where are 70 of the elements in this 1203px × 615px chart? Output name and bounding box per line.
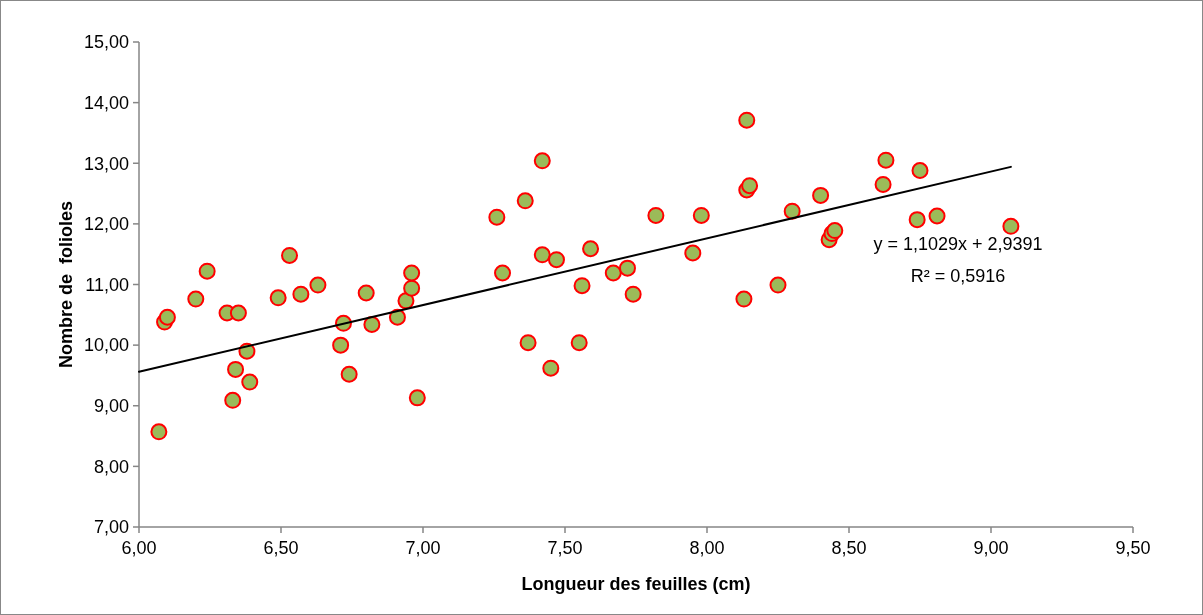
annotation: R² = 0,5916: [910, 266, 1006, 286]
point: [928, 207, 946, 225]
point: [618, 259, 636, 277]
point: [738, 111, 756, 129]
point: [408, 389, 426, 407]
point: [198, 262, 216, 280]
point: [624, 285, 642, 303]
point: [269, 289, 287, 307]
point: [332, 336, 350, 354]
point: [542, 359, 560, 377]
y-tick-label: 15,00: [83, 32, 129, 53]
point: [783, 202, 801, 220]
x-tick-label: 6,50: [263, 538, 299, 558]
y-tick-label: 13,00: [83, 153, 129, 174]
point: [494, 264, 512, 282]
point: [911, 162, 929, 180]
point: [874, 175, 892, 193]
point: [388, 308, 406, 326]
y-tick-label: 12,00: [83, 214, 129, 235]
point: [573, 277, 591, 295]
y-tick-label: 11,00: [85, 274, 129, 295]
point: [241, 373, 259, 391]
point: [227, 360, 245, 378]
point: [570, 334, 588, 352]
x-tick-label: 6,00: [121, 538, 157, 558]
x-tick-label: 7,00: [405, 538, 441, 558]
y-tick-label: 8,00: [93, 456, 129, 477]
point: [533, 152, 551, 170]
y-axis-title: Nombre de folioles: [56, 200, 76, 369]
point: [292, 285, 310, 303]
point: [488, 208, 506, 226]
point: [692, 206, 710, 224]
point: [357, 284, 375, 302]
point: [158, 308, 176, 326]
y-tick-label: 14,00: [83, 92, 129, 113]
point: [582, 240, 600, 258]
point: [812, 186, 830, 204]
point: [516, 192, 534, 210]
point: [403, 264, 421, 282]
point: [519, 334, 537, 352]
y-tick-label: 7,00: [93, 517, 129, 538]
point: [647, 206, 665, 224]
x-tick-label: 8,00: [689, 538, 725, 558]
y-tick-label: 9,00: [93, 396, 129, 417]
point: [877, 151, 895, 169]
point: [769, 276, 787, 294]
x-axis-title: Longueur des feuilles (cm): [521, 574, 751, 594]
point: [547, 251, 565, 269]
point: [741, 177, 759, 195]
point: [908, 211, 926, 229]
point: [684, 244, 702, 262]
point: [533, 246, 551, 264]
point: [150, 423, 168, 441]
point: [340, 365, 358, 383]
point: [229, 304, 247, 322]
point: [309, 276, 327, 294]
annotation: y = 1,1029x + 2,9391: [873, 234, 1043, 254]
x-tick-label: 7,50: [547, 538, 583, 558]
point: [735, 290, 753, 308]
point: [604, 264, 622, 282]
point: [1002, 217, 1020, 235]
point: [403, 279, 421, 297]
x-tick-label: 9,00: [973, 538, 1009, 558]
x-tick-label: 8,50: [831, 538, 867, 558]
point: [363, 316, 381, 333]
x-tick-label: 9,50: [1115, 538, 1151, 558]
point: [281, 246, 299, 264]
point: [224, 391, 242, 409]
y-tick-label: 10,00: [83, 335, 129, 356]
point: [187, 290, 205, 308]
